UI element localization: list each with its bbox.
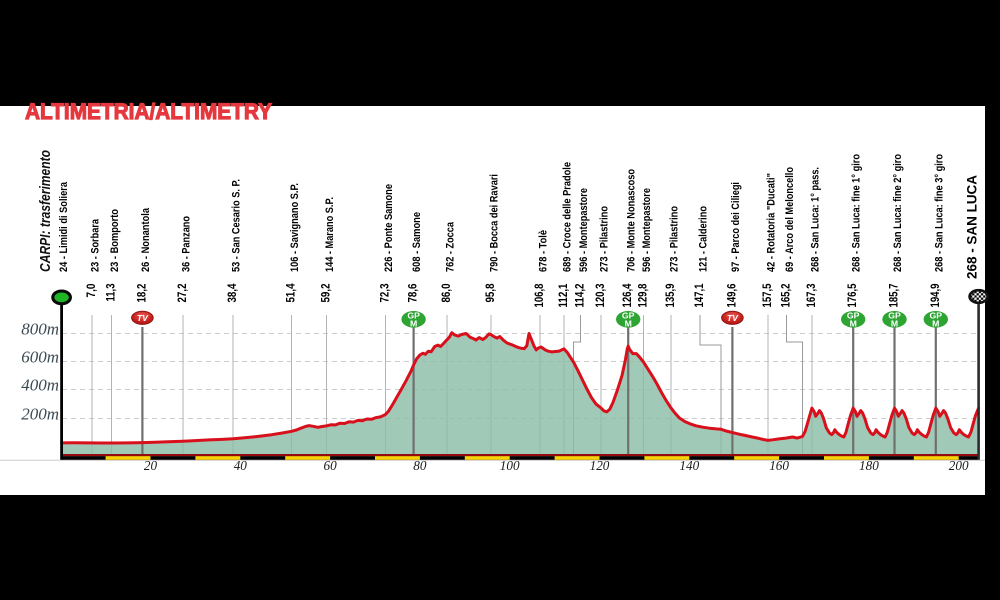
svg-text:M: M [850, 318, 857, 328]
svg-text:268 - San Luca: fine 3° giro: 268 - San Luca: fine 3° giro [933, 154, 945, 272]
svg-text:GP: GP [622, 311, 635, 321]
svg-text:26 - Nonantola: 26 - Nonantola [140, 207, 152, 272]
svg-text:147,1: 147,1 [694, 283, 706, 308]
svg-text:135,9: 135,9 [665, 284, 677, 308]
svg-text:400m: 400m [21, 375, 59, 394]
svg-text:M: M [891, 318, 898, 328]
svg-text:TV: TV [727, 313, 739, 323]
svg-text:100: 100 [500, 458, 520, 473]
svg-text:40: 40 [234, 458, 248, 473]
svg-text:23 - Sorbara: 23 - Sorbara [90, 218, 102, 272]
svg-text:167,3: 167,3 [806, 284, 818, 308]
svg-text:95,8: 95,8 [485, 283, 497, 303]
svg-text:226 - Ponte Samone: 226 - Ponte Samone [383, 184, 395, 272]
svg-text:140: 140 [679, 458, 699, 473]
svg-text:608 - Samone: 608 - Samone [411, 212, 423, 272]
svg-text:200: 200 [949, 458, 969, 473]
svg-text:126,4: 126,4 [622, 283, 634, 308]
svg-text:790 - Bocca dei Ravari: 790 - Bocca dei Ravari [488, 174, 500, 272]
svg-text:273 - Pilastrino: 273 - Pilastrino [598, 206, 610, 272]
svg-text:M: M [932, 318, 939, 328]
svg-text:149,6: 149,6 [726, 284, 738, 308]
svg-text:268 - San Luca: 1° pass.: 268 - San Luca: 1° pass. [809, 167, 821, 272]
svg-text:60: 60 [324, 458, 338, 473]
svg-text:51,4: 51,4 [286, 283, 298, 303]
svg-text:20: 20 [144, 458, 158, 473]
svg-text:144 - Marano S.P.: 144 - Marano S.P. [324, 197, 336, 272]
svg-text:86,0: 86,0 [441, 284, 453, 303]
svg-text:97 - Parco dei Ciliegi: 97 - Parco dei Ciliegi [730, 182, 742, 272]
svg-text:106,8: 106,8 [534, 283, 546, 308]
svg-text:38,4: 38,4 [227, 283, 239, 303]
svg-text:596 - Montepastore: 596 - Montepastore [578, 188, 590, 272]
svg-text:72,3: 72,3 [379, 284, 391, 303]
svg-text:185,7: 185,7 [889, 284, 901, 308]
svg-text:27,2: 27,2 [177, 284, 189, 303]
svg-text:762 - Zocca: 762 - Zocca [444, 221, 456, 272]
svg-text:23 - Bomporto: 23 - Bomporto [109, 209, 121, 272]
svg-text:800m: 800m [21, 319, 59, 338]
svg-text:GP: GP [930, 311, 943, 321]
svg-text:176,5: 176,5 [847, 283, 859, 308]
svg-text:18,2: 18,2 [136, 284, 148, 303]
svg-text:157,5: 157,5 [762, 283, 774, 308]
svg-text:M: M [625, 318, 632, 328]
svg-text:129,8: 129,8 [638, 283, 650, 308]
svg-text:600m: 600m [21, 347, 59, 366]
svg-text:706 - Monte Nonascoso: 706 - Monte Nonascoso [626, 169, 638, 272]
svg-text:53 - San Cesario S. P.: 53 - San Cesario S. P. [231, 179, 243, 272]
svg-text:112,1: 112,1 [558, 283, 570, 308]
svg-text:11,3: 11,3 [105, 284, 117, 302]
svg-text:106 - Savignano S.P.: 106 - Savignano S.P. [289, 183, 301, 272]
svg-text:165,2: 165,2 [780, 284, 792, 308]
svg-text:120: 120 [590, 458, 610, 473]
svg-text:GP: GP [407, 311, 420, 321]
svg-text:596 - Montepastore: 596 - Montepastore [641, 188, 653, 272]
svg-text:194,9: 194,9 [930, 284, 942, 308]
svg-text:GP: GP [847, 311, 860, 321]
svg-text:114,2: 114,2 [575, 284, 587, 308]
svg-text:689 - Croce delle Pradole: 689 - Croce delle Pradole [562, 162, 574, 272]
svg-text:7,0: 7,0 [86, 284, 98, 298]
svg-text:36 - Panzano: 36 - Panzano [180, 216, 192, 272]
svg-text:160: 160 [769, 458, 789, 473]
svg-text:268 - San Luca: fine 2° giro: 268 - San Luca: fine 2° giro [892, 154, 904, 272]
svg-text:121 - Calderino: 121 - Calderino [698, 206, 710, 272]
svg-text:78,6: 78,6 [408, 284, 420, 303]
svg-text:42 - Rotatoria "Ducati": 42 - Rotatoria "Ducati" [765, 173, 777, 272]
svg-text:80: 80 [413, 458, 427, 473]
svg-text:180: 180 [859, 458, 879, 473]
svg-text:24 - Limidi di Soliera: 24 - Limidi di Soliera [58, 181, 70, 272]
svg-text:CARPI: trasferimento: CARPI: trasferimento [38, 150, 54, 272]
svg-text:268 - San Luca: fine 1° giro: 268 - San Luca: fine 1° giro [851, 154, 863, 272]
svg-text:TV: TV [137, 313, 149, 323]
svg-text:M: M [410, 318, 417, 328]
svg-text:200m: 200m [21, 404, 59, 423]
svg-text:69 - Arco del Meloncello: 69 - Arco del Meloncello [784, 167, 796, 272]
svg-text:678 - Tolè: 678 - Tolè [538, 230, 550, 272]
svg-text:59,2: 59,2 [321, 284, 333, 303]
svg-text:120,3: 120,3 [595, 284, 607, 308]
svg-text:GP: GP [888, 311, 901, 321]
svg-text:268 - SAN LUCA: 268 - SAN LUCA [964, 175, 980, 279]
svg-text:273 - Pilastrino: 273 - Pilastrino [668, 206, 680, 272]
